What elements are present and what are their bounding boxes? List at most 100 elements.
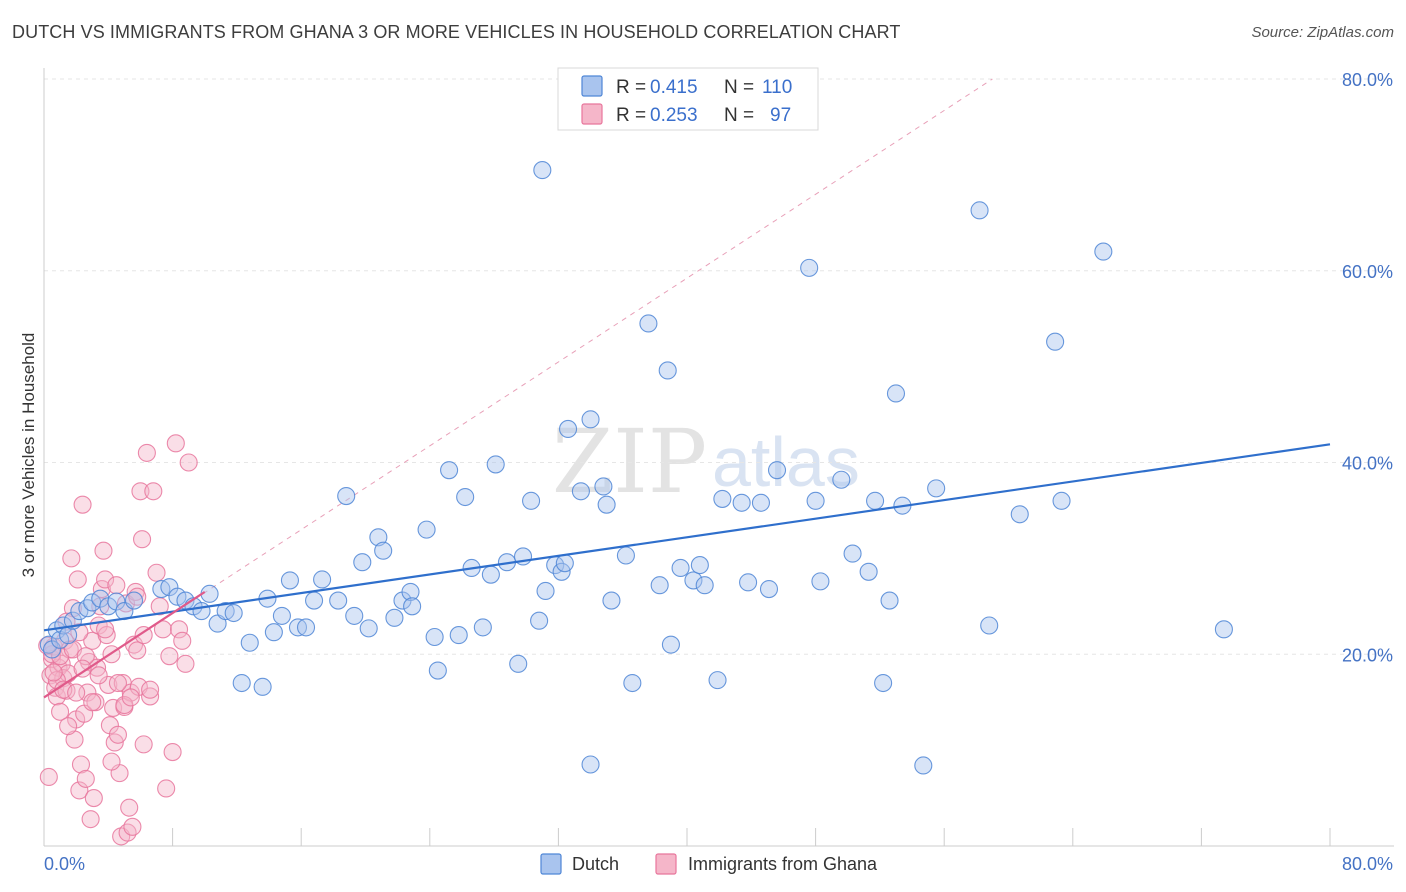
dutch-point-8 [78,599,97,618]
ghana-point-35 [96,570,115,589]
x-tick-label-0: 0.0% [44,854,85,874]
reference-line [43,78,993,698]
dutch-point-107 [1046,332,1065,351]
legend-r-value-ghana: 0.253 [650,105,698,126]
y-tick-label-3: 80.0% [1342,70,1393,90]
dutch-point-52 [456,487,475,507]
ghana-point-43 [108,725,127,744]
dutch-point-85 [713,489,732,508]
ghana-point-50 [120,798,139,817]
chart-source: Source: ZipAtlas.com [1251,24,1394,41]
dutch-point-72 [597,495,616,514]
dutch-point-34 [305,591,324,610]
ghana-point-55 [128,641,147,660]
x-tick-label-1: 80.0% [1342,854,1393,874]
dutch-point-78 [658,361,677,380]
legend-n-value-ghana: 97 [770,105,791,126]
dutch-point-31 [280,571,299,590]
dutch-point-39 [353,553,372,572]
dutch-point-79 [661,635,680,654]
dutch-point-80 [671,558,690,578]
dutch-point-83 [695,576,714,595]
dutch-point-20 [192,602,211,621]
dutch-point-38 [345,606,364,625]
grid-lines [44,78,1394,655]
dutch-point-87 [739,573,758,592]
dutch-point-46 [403,597,422,616]
dutch-point-60 [522,491,541,510]
ghana-point-91 [141,680,160,699]
ghana-point-62 [144,482,163,501]
ghana-point-80 [70,623,89,642]
y-axis-label: 3 or more Vehicles in Household [19,333,38,578]
ghana-point-34 [94,541,113,560]
ghana-point-87 [115,696,134,715]
ghana-point-95 [67,683,86,702]
ghana-point-78 [59,717,78,736]
ghana-point-82 [83,693,102,712]
ghana-point-26 [81,810,100,829]
y-tick-labels: 20.0% 40.0% 60.0% 80.0% [1342,70,1393,665]
dutch-point-70 [581,755,600,774]
dutch-point-30 [272,606,291,625]
dutch-point-103 [927,479,946,498]
ghana-point-60 [137,443,156,462]
ghana-point-68 [163,742,182,762]
dutch-point-100 [886,384,906,403]
dutch-point-0 [39,635,58,654]
watermark-zip: ZIP [552,410,707,513]
ghana-point-93 [44,663,63,682]
dutch-point-105 [980,616,999,635]
dutch-point-24 [224,603,243,623]
dutch-point-90 [767,461,787,480]
dutch-point-88 [751,493,770,512]
dutch-point-25 [240,633,259,652]
dutch-point-50 [440,461,459,480]
dutch-point-66 [555,554,574,573]
dutch-point-96 [859,562,878,581]
ghana-point-88 [121,688,140,707]
ghana-point-52 [123,817,142,836]
ghana-point-18 [68,570,87,589]
ghana-point-66 [157,779,176,798]
dutch-point-14 [124,591,144,610]
dutch-point-76 [639,314,658,333]
ghana-point-7 [51,702,70,721]
legend: R = 0.415 N = 110 R = 0.253 N = 97 [557,67,819,131]
ghana-point-73 [179,453,198,472]
ghana-point-61 [141,687,160,706]
legend-n-value-dutch: 110 [762,77,792,98]
ghana-point-70 [169,620,189,639]
ghana-point-57 [131,482,150,501]
legend-r-label-ghana: R = [616,105,646,126]
ghana-point-20 [71,755,91,774]
dutch-point-58 [509,654,528,673]
dutch-point-45 [401,582,420,601]
ghana-point-83 [89,666,108,685]
chart-title: DUTCH VS IMMIGRANTS FROM GHANA 3 OR MORE… [12,22,901,42]
dutch-point-75 [623,673,642,693]
trend-lines [43,443,1331,699]
legend-n-label-ghana: N = [724,105,754,126]
dutch-point-102 [914,756,933,775]
ghana-point-49 [118,823,137,842]
dutch-point-62 [536,581,555,601]
legend-r-label-dutch: R = [616,77,646,98]
y-tick-label-2: 60.0% [1342,262,1393,282]
ghana-point-42 [107,576,126,595]
dutch-point-27 [253,677,272,696]
dutch-trend-line [43,443,1331,632]
ghana-point-85 [102,752,121,771]
dutch-point-109 [1094,242,1113,261]
dutch-point-48 [425,627,444,647]
bottom-legend-swatch-ghana [655,853,677,875]
dutch-point-84 [708,671,727,690]
y-tick-label-1: 40.0% [1342,454,1393,474]
legend-r-value-dutch: 0.415 [650,77,698,98]
dutch-point-42 [374,541,393,560]
ghana-point-63 [147,563,166,582]
diagonal-reference-line [43,78,993,698]
dutch-point-108 [1052,491,1071,510]
ghana-point-14 [62,549,81,568]
dutch-point-43 [385,608,404,627]
